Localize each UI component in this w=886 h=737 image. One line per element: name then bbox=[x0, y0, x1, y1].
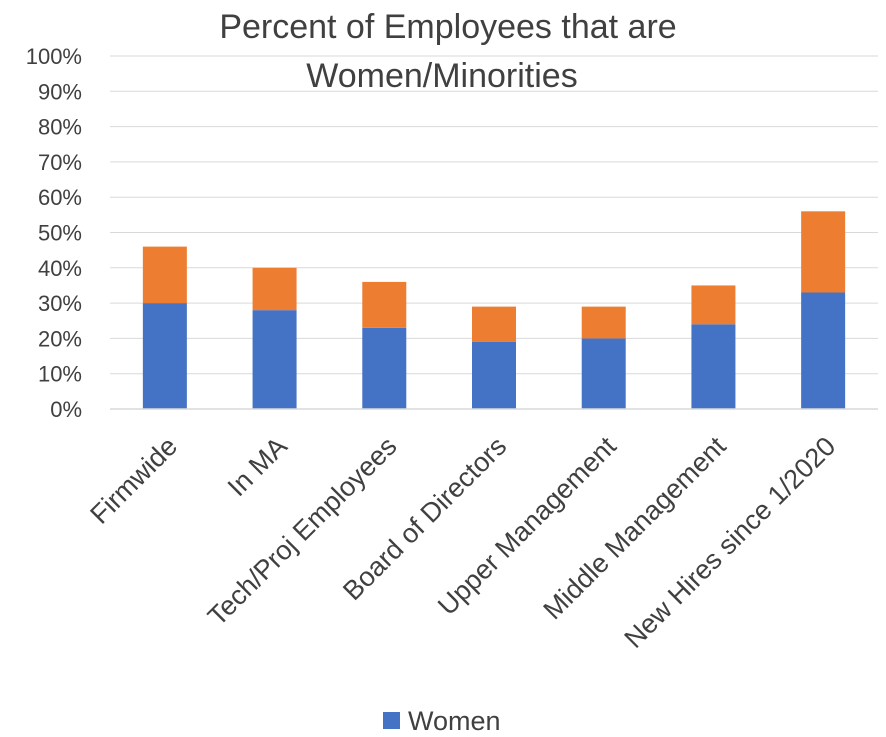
x-category-label: Middle Management bbox=[537, 431, 732, 626]
bar-segment-women bbox=[691, 324, 736, 409]
x-category-label: Tech/Proj Employees bbox=[202, 431, 403, 632]
bar-segment-minorities bbox=[362, 281, 407, 328]
bars bbox=[142, 211, 846, 409]
y-tick-label: 0% bbox=[50, 397, 82, 422]
bar-segment-minorities bbox=[252, 267, 297, 311]
chart-title-line-1: Percent of Employees that are bbox=[219, 8, 676, 46]
y-tick-label: 80% bbox=[38, 115, 82, 140]
y-tick-label: 40% bbox=[38, 256, 82, 281]
chart-title-line-2: Women/Minorities bbox=[306, 57, 577, 95]
bar-segment-women bbox=[472, 341, 516, 409]
y-tick-label: 10% bbox=[38, 362, 82, 387]
y-axis-tick-labels: 0% 10% 20% 30% 40% 50% 60% 70% 80% 90% 100% bbox=[26, 44, 82, 422]
bar-segment-minorities bbox=[472, 306, 516, 342]
gridlines bbox=[110, 55, 878, 375]
legend-label-women: Women bbox=[408, 706, 501, 736]
y-tick-label: 30% bbox=[38, 291, 82, 316]
bar-segment-minorities bbox=[801, 211, 846, 293]
bar-segment-minorities bbox=[581, 306, 626, 339]
y-tick-label: 20% bbox=[38, 326, 82, 351]
bar-segment-minorities bbox=[142, 246, 187, 304]
bar-segment-women bbox=[142, 303, 187, 409]
x-category-label: Upper Management bbox=[432, 431, 622, 621]
bar-segment-minorities bbox=[691, 285, 736, 325]
bar-segment-women bbox=[252, 310, 297, 409]
legend: Women bbox=[383, 706, 501, 736]
bar-segment-women bbox=[801, 292, 846, 409]
x-category-label: New Hires since 1/2020 bbox=[619, 431, 842, 654]
x-category-label: In MA bbox=[222, 431, 293, 502]
y-tick-label: 60% bbox=[38, 185, 82, 210]
y-tick-label: 90% bbox=[38, 79, 82, 104]
bar-segment-women bbox=[581, 338, 626, 409]
y-tick-label: 100% bbox=[26, 44, 82, 69]
bar-segment-women bbox=[362, 327, 407, 409]
y-tick-label: 70% bbox=[38, 150, 82, 175]
legend-swatch-women bbox=[383, 712, 400, 729]
x-category-label: Firmwide bbox=[84, 431, 183, 530]
y-tick-label: 50% bbox=[38, 221, 82, 246]
